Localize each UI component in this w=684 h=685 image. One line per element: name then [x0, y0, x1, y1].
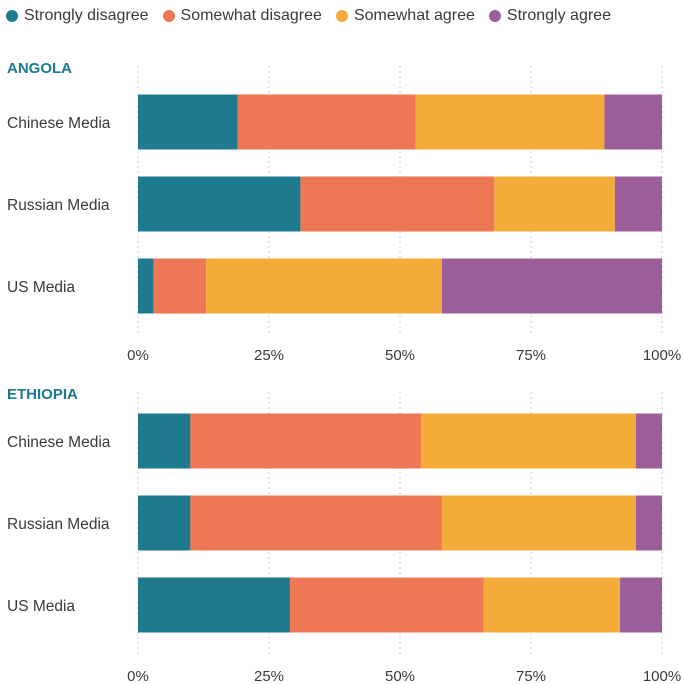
x-tick-label: 50%: [385, 668, 415, 685]
category-label: Russian Media: [7, 197, 110, 214]
x-tick-label: 0%: [127, 347, 149, 364]
bar-segment: [190, 413, 421, 469]
category-label: US Media: [7, 598, 75, 615]
legend-item: Strongly agree: [488, 7, 611, 25]
bar-segment: [138, 413, 191, 469]
bar-segment: [138, 176, 301, 232]
x-tick-label: 75%: [516, 668, 546, 685]
chart-legend: Strongly disagree Somewhat disagree Somewh…: [6, 5, 625, 27]
x-tick-label: 0%: [127, 668, 149, 685]
bar-segment: [620, 577, 662, 633]
bar-segment: [614, 176, 662, 232]
bar-segment: [138, 94, 238, 150]
legend-label: Somewhat agree: [353, 7, 475, 24]
bar-segment: [289, 577, 484, 633]
bar-segment: [206, 258, 442, 314]
category-label: Russian Media: [7, 516, 110, 533]
panel-title: ANGOLA: [7, 60, 72, 77]
bar-segment: [483, 577, 621, 633]
legend-label: Somewhat disagree: [180, 7, 322, 24]
bar-segment: [153, 258, 207, 314]
x-tick-label: 75%: [516, 347, 546, 364]
legend-swatch: [162, 10, 175, 22]
bar-segment: [138, 258, 154, 314]
bar-segment: [635, 495, 662, 551]
bar-segment: [604, 94, 662, 150]
bar-segment: [415, 94, 605, 150]
legend-swatch: [335, 10, 348, 22]
bar-segment: [138, 577, 290, 633]
category-label: Chinese Media: [7, 434, 111, 451]
legend-item: Somewhat agree: [335, 7, 475, 25]
bar-segment: [420, 413, 636, 469]
legend-swatch: [488, 10, 501, 22]
x-tick-label: 100%: [643, 668, 681, 685]
legend-swatch: [6, 10, 18, 22]
category-label: US Media: [7, 279, 75, 296]
bar-segment: [237, 94, 416, 150]
bar-segment: [190, 495, 442, 551]
x-tick-label: 25%: [254, 347, 284, 364]
bar-segment: [635, 413, 662, 469]
category-label: Chinese Media: [7, 115, 111, 132]
x-tick-label: 100%: [643, 347, 681, 364]
legend-item: Somewhat disagree: [162, 7, 322, 25]
legend-label: Strongly disagree: [24, 7, 149, 24]
bar-segment: [300, 176, 495, 232]
x-tick-label: 25%: [254, 668, 284, 685]
bar-segment: [494, 176, 615, 232]
legend-label: Strongly agree: [506, 7, 611, 24]
bar-segment: [441, 258, 662, 314]
x-tick-label: 50%: [385, 347, 415, 364]
legend-item: Strongly disagree: [6, 7, 149, 25]
panel-title: ETHIOPIA: [7, 386, 78, 403]
bar-segment: [138, 495, 191, 551]
bar-segment: [441, 495, 636, 551]
